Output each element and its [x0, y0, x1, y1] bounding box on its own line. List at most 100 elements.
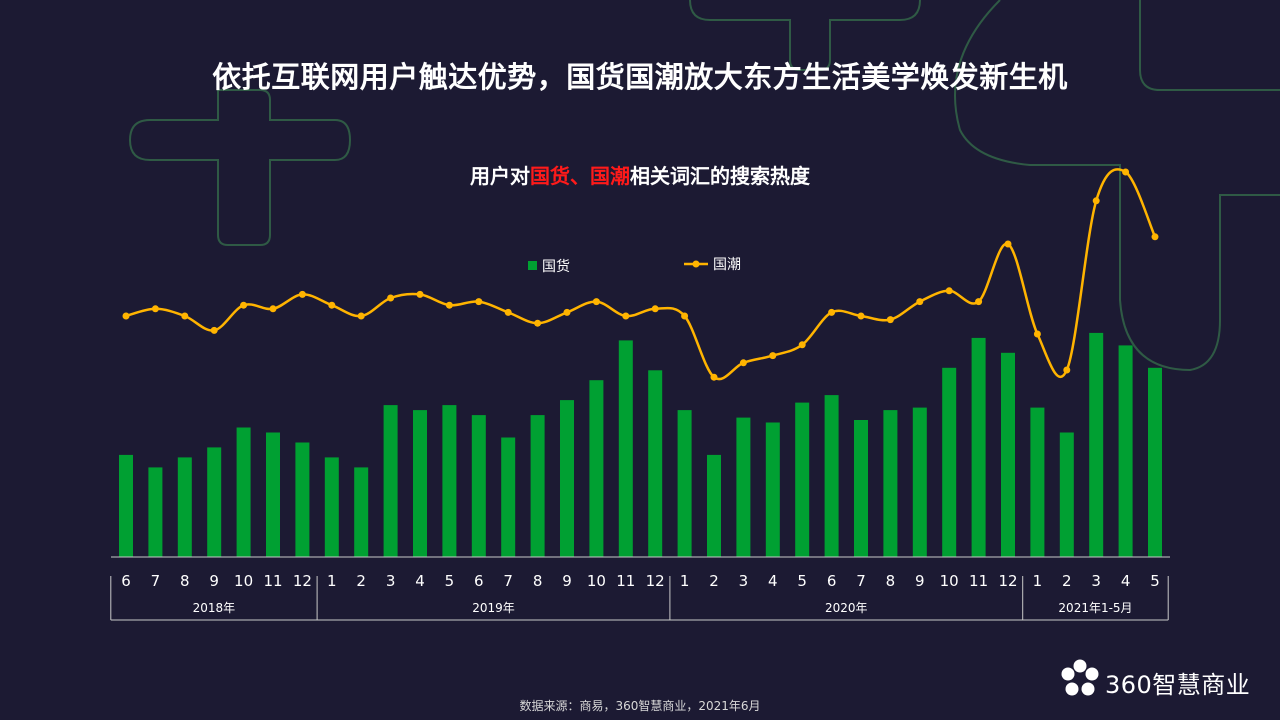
point-guochao [857, 312, 865, 320]
bar-guohuo [207, 447, 222, 557]
point-guochao [945, 287, 953, 295]
point-guochao [328, 301, 336, 309]
point-guochao [769, 352, 777, 360]
point-guochao [739, 359, 747, 367]
point-guochao [181, 312, 189, 320]
bar-guohuo [442, 405, 457, 557]
point-guochao [475, 298, 483, 306]
x-tick-label: 3 [1091, 572, 1101, 590]
bar-guohuo [707, 454, 721, 557]
bar-guohuo [1089, 332, 1104, 557]
bar-guohuo [501, 437, 516, 557]
x-tick-label: 8 [533, 572, 543, 590]
x-tick-label: 3 [739, 572, 749, 590]
bar-guohuo [795, 402, 810, 557]
x-tick-label: 7 [151, 572, 161, 590]
x-tick-label: 3 [386, 572, 396, 590]
bar-guohuo [1118, 345, 1133, 558]
point-guochao [445, 301, 453, 309]
point-guochao [798, 341, 806, 349]
chart-title-suffix: 相关词汇的搜索热度 [630, 164, 810, 188]
x-tick-label: 7 [503, 572, 513, 590]
bar-guohuo [383, 405, 398, 557]
bar-guohuo [589, 380, 604, 557]
x-tick-label: 8 [180, 572, 190, 590]
bar-guohuo [471, 415, 486, 557]
point-guochao [681, 312, 689, 320]
bar-guohuo [177, 457, 192, 557]
point-guochao [210, 326, 218, 334]
point-guochao [387, 294, 395, 302]
bar-series [119, 332, 1162, 558]
bar-guohuo [324, 457, 339, 557]
x-tick-label: 2 [709, 572, 719, 590]
bar-guohuo [971, 337, 986, 557]
x-tick-label: 4 [415, 572, 425, 590]
bar-guohuo [354, 467, 369, 557]
point-guochao [1033, 330, 1041, 338]
chart-legend: 国货 国潮 [528, 257, 741, 275]
point-guochao [916, 298, 924, 306]
legend-line-label: 国潮 [713, 257, 741, 273]
point-guochao [592, 298, 600, 306]
x-tick-label: 9 [209, 572, 219, 590]
point-guochao [975, 298, 983, 306]
chart-title: 用户对国货、国潮相关词汇的搜索热度 [0, 160, 1280, 189]
x-tick-label: 6 [121, 572, 131, 590]
point-guochao [1122, 168, 1130, 176]
x-tick-label: 12 [998, 572, 1017, 590]
x-tick-label: 7 [856, 572, 866, 590]
x-tick-label: 4 [768, 572, 778, 590]
bar-guohuo [530, 415, 545, 557]
x-tick-label: 8 [886, 572, 896, 590]
x-tick-label: 5 [1150, 572, 1160, 590]
bar-guohuo [618, 340, 633, 557]
x-tick-label: 6 [827, 572, 837, 590]
bar-guohuo [413, 410, 427, 557]
x-tick-label: 10 [234, 572, 253, 590]
brand-logo-text: 360智慧商业 [1105, 671, 1251, 699]
point-guochao [886, 316, 894, 324]
point-guochao [534, 319, 542, 327]
bar-guohuo [119, 454, 133, 557]
x-tick-label: 10 [940, 572, 959, 590]
x-tick-label: 9 [562, 572, 572, 590]
x-tick-label: 2 [1062, 572, 1072, 590]
x-tick-label: 1 [327, 572, 337, 590]
brand-logo: 360智慧商业 [1057, 657, 1267, 703]
bar-guohuo [883, 410, 898, 557]
bar-guohuo [1059, 432, 1074, 557]
point-guochao [122, 312, 130, 320]
bar-guohuo [1030, 407, 1045, 557]
legend-line-marker [692, 260, 700, 268]
point-guochao [504, 308, 512, 316]
point-guochao [240, 301, 248, 309]
x-tick-label: 12 [293, 572, 312, 590]
x-tick-label: 11 [969, 572, 988, 590]
flower-logo-icon [1061, 659, 1099, 696]
bar-guohuo [854, 420, 868, 557]
x-tick-label: 1 [1033, 572, 1043, 590]
legend-bar-label: 国货 [542, 258, 570, 275]
line-guochao [125, 168, 1157, 381]
x-tick-label: 6 [474, 572, 484, 590]
point-guochao [1092, 197, 1100, 205]
legend-bar-swatch [528, 261, 537, 270]
point-guochao [269, 305, 277, 313]
x-tick-label: 9 [915, 572, 925, 590]
year-group-label: 2021年1-5月 [1058, 601, 1132, 615]
data-source: 数据来源：商易，360智慧商业，2021年6月 [519, 699, 761, 713]
year-group-label: 2019年 [472, 601, 515, 615]
bar-guohuo [912, 407, 927, 557]
point-guochao [357, 312, 365, 320]
bar-guohuo [236, 427, 251, 557]
x-tick-label: 2 [356, 572, 366, 590]
line-series [122, 168, 1159, 381]
year-group-label: 2020年 [825, 601, 868, 615]
x-tick-label: 11 [263, 572, 282, 590]
bar-guohuo [266, 432, 280, 557]
bar-guohuo [942, 367, 957, 557]
x-tick-label: 12 [646, 572, 665, 590]
